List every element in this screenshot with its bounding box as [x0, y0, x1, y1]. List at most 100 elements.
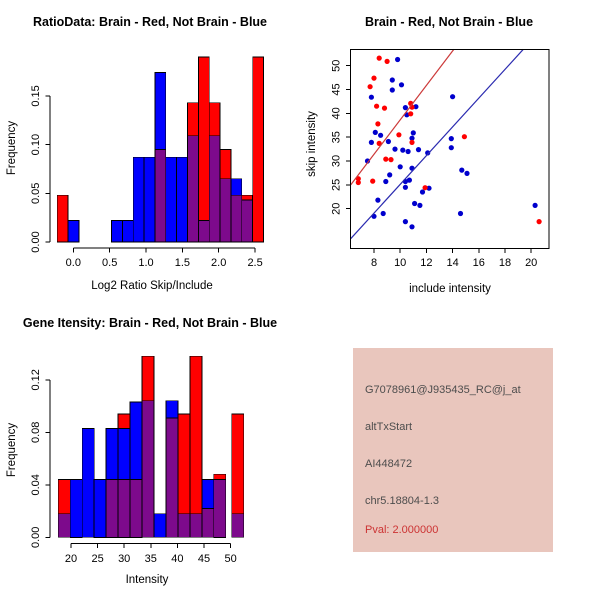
scatter-point-red: [384, 58, 390, 64]
histogram-bar-segment-purple: [201, 507, 215, 538]
y-tick-label: 0.00: [30, 527, 42, 548]
x-tick-label: 2.0: [211, 257, 226, 269]
histogram-bar-segment-blue: [153, 513, 167, 538]
scatter-point-red: [408, 111, 414, 117]
x-tick-label: 12: [420, 257, 432, 269]
scatter-point-red: [422, 185, 428, 191]
pval-text: Pval: 2.000000: [365, 524, 439, 536]
histogram-bar-segment-purple: [177, 513, 191, 538]
scatter-point-blue: [409, 224, 415, 230]
histogram-bar-segment-purple: [230, 194, 243, 243]
y-tick-label: 0.08: [30, 422, 42, 443]
histogram-bar-segment-red: [187, 102, 199, 137]
histogram-bar-segment-blue: [122, 220, 134, 243]
scatter-point-blue: [417, 202, 423, 208]
x-axis-label: include intensity: [409, 283, 491, 295]
histogram-bar-segment-purple: [154, 149, 167, 243]
probe-id-text: G7078961@J935435_RC@j_at: [365, 384, 521, 396]
scatter-point-red: [388, 157, 394, 163]
histogram-bar-segment-red: [177, 413, 191, 515]
scatter-point-blue: [375, 197, 381, 203]
scatter-point-blue: [389, 87, 395, 93]
scatter-point-blue: [464, 170, 470, 176]
x-tick-label: 14: [446, 257, 458, 269]
scatter-point-blue: [389, 77, 395, 83]
scatter-point-blue: [415, 147, 422, 153]
histogram-bar-segment-purple: [219, 178, 232, 243]
scatter-point-red: [383, 156, 389, 162]
scatter-point-blue: [426, 185, 432, 191]
y-tick-label: 0.05: [30, 183, 42, 204]
scatter-point-red: [376, 140, 382, 146]
scatter-point-blue: [387, 172, 393, 178]
histogram-bar-segment-blue: [93, 479, 107, 538]
scatter-point-blue: [450, 94, 456, 100]
histogram-bar-segment-blue: [201, 479, 215, 509]
histogram-bar-segment-blue: [230, 178, 243, 196]
scatter-point-blue: [380, 210, 386, 217]
x-tick-label: 50: [224, 553, 236, 565]
histogram-bar-segment-red: [208, 102, 221, 137]
histogram-bar-segment-red: [57, 479, 71, 515]
histogram-bar-segment-purple: [231, 513, 245, 538]
splice-type-text: altTxStart: [365, 421, 413, 433]
histogram-bar-segment-blue: [81, 427, 95, 538]
x-tick-label: 16: [473, 257, 485, 269]
scatter-point-red: [355, 179, 361, 186]
histogram-bar-segment-red: [231, 413, 245, 515]
regression-line-line_red: [350, 48, 455, 186]
y-tick-label: 30: [331, 155, 343, 167]
histogram-bar-segment-blue: [111, 220, 123, 243]
scatter-point-red: [376, 55, 382, 61]
histogram-bar-segment-blue: [165, 400, 179, 419]
scatter-point-blue: [532, 202, 538, 208]
histogram-bar-segment-purple: [57, 513, 71, 538]
histogram-bar-segment-blue: [165, 156, 178, 243]
scatter-point-red: [371, 75, 377, 81]
y-tick-label: 0.15: [30, 85, 42, 106]
y-tick-label: 25: [331, 179, 343, 191]
scatter-point-blue: [419, 189, 426, 195]
panel-intensity-scatter: 8 10 12 14 16 18 20 20 25 30 35 40 45 50 Brain - Red, …: [300, 0, 600, 300]
scatter-point-blue: [385, 138, 391, 145]
scatter-point-red: [370, 178, 376, 184]
panel-gene-info: G7078961@J935435_RC@j_at altTxStart AI44…: [300, 300, 600, 600]
histogram-bar-segment-red: [56, 194, 69, 243]
histogram-bar-segment-purple: [208, 135, 221, 243]
y-axis-label: skip intensity: [306, 111, 318, 177]
chart-title: Brain - Red, Not Brain - Blue: [365, 15, 533, 29]
histogram-bar-segment-blue: [176, 156, 188, 243]
x-tick-label: 10: [394, 257, 406, 269]
panel-gene-intensity-histogram: 20 25 30 35 40 45 50 0.00 0.04 0.08 0.12 Gene Itens…: [0, 300, 300, 600]
scatter-point-blue: [368, 94, 374, 100]
histogram-bar-segment-purple: [189, 513, 203, 538]
y-tick-label: 20: [331, 203, 343, 215]
scatter-point-blue: [448, 136, 454, 142]
histogram-bar-segment-purple: [197, 220, 210, 243]
histogram-bar-segment-purple: [141, 400, 155, 538]
scatter-point-blue: [402, 105, 408, 111]
x-tick-label: 8: [371, 257, 377, 269]
scatter-point-blue: [395, 56, 401, 63]
x-tick-label: 2.5: [247, 257, 262, 269]
scatter-point-blue: [409, 135, 415, 141]
y-tick-label: 40: [331, 107, 343, 119]
histogram-bar-segment-red: [141, 355, 155, 402]
histogram-bar-segment-red: [213, 473, 227, 481]
scatter-point-blue: [413, 104, 419, 110]
scatter-point-red: [367, 84, 373, 90]
scatter-point-red: [461, 134, 467, 140]
x-tick-label: 20: [65, 553, 77, 565]
histogram-bar-segment-blue: [143, 156, 156, 243]
x-tick-label: 20: [525, 257, 537, 269]
chart-title: Gene Itensity: Brain - Red, Not Brain - …: [23, 316, 277, 330]
y-tick-label: 0.12: [30, 369, 42, 390]
histogram-bar-segment-purple: [117, 479, 131, 538]
y-tick-label: 45: [331, 83, 343, 95]
x-axis-label: Intensity: [126, 574, 169, 586]
y-tick-label: 0.00: [30, 231, 42, 252]
x-tick-label: 30: [118, 553, 130, 565]
regression-line-line_blue: [350, 48, 524, 240]
histogram-bar-segment-red: [252, 56, 264, 243]
